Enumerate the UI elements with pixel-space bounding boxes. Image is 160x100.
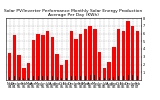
Bar [41,35,44,80]
Bar [27,63,30,80]
Bar [47,76,48,80]
Bar [118,76,119,80]
Bar [70,31,73,80]
Bar [46,31,49,80]
Bar [60,64,64,80]
Bar [104,78,105,80]
Bar [56,77,58,80]
Bar [126,21,130,80]
Bar [14,76,15,80]
Bar [109,78,110,80]
Bar [23,78,24,80]
Bar [33,76,34,80]
Bar [137,76,138,80]
Bar [17,55,21,80]
Bar [28,78,29,80]
Bar [65,60,68,80]
Bar [13,35,16,80]
Bar [52,76,53,80]
Bar [8,53,11,80]
Bar [122,31,125,80]
Bar [98,52,101,80]
Bar [123,76,124,80]
Bar [94,75,95,80]
Bar [90,75,91,80]
Bar [112,47,116,80]
Bar [117,29,120,80]
Bar [132,75,133,80]
Bar [84,29,87,80]
Bar [55,54,59,80]
Bar [103,68,106,80]
Bar [74,39,78,80]
Bar [113,77,114,80]
Bar [131,26,134,80]
Bar [61,78,62,80]
Bar [80,76,81,80]
Bar [99,77,100,80]
Bar [93,29,97,80]
Bar [42,76,43,80]
Bar [79,34,82,80]
Bar [66,78,67,80]
Title: Solar PV/Inverter Performance Monthly Solar Energy Production Average Per Day (K: Solar PV/Inverter Performance Monthly So… [4,9,143,17]
Bar [19,77,20,80]
Bar [107,62,111,80]
Bar [51,37,54,80]
Bar [22,68,26,80]
Bar [32,40,35,80]
Bar [36,34,40,80]
Bar [38,76,39,80]
Bar [71,76,72,80]
Bar [85,76,86,80]
Bar [88,26,92,80]
Bar [9,77,10,80]
Bar [136,31,139,80]
